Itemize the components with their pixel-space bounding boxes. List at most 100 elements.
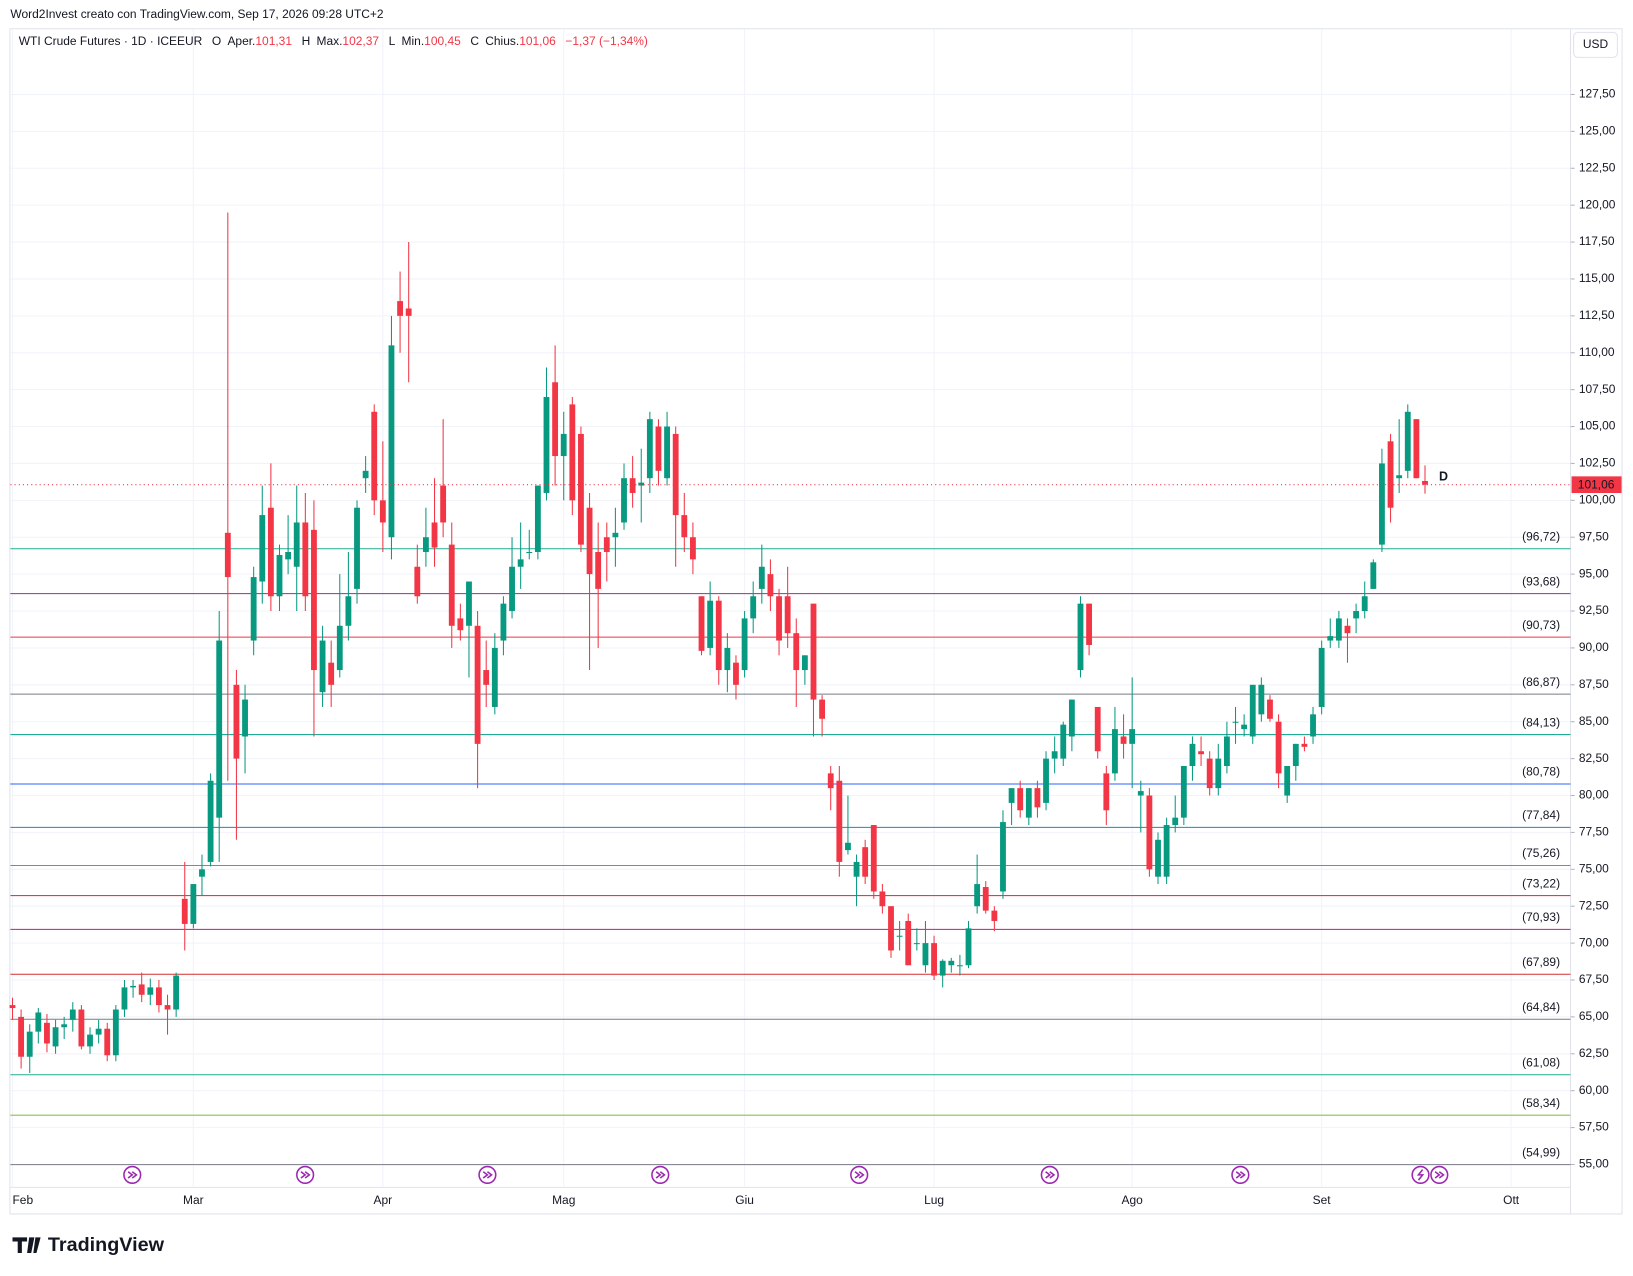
- candle-body: [44, 1022, 50, 1044]
- last-price-box: [1571, 476, 1622, 494]
- event-icon[interactable]: [478, 1165, 497, 1184]
- y-tick-label: 57,50: [1579, 1120, 1609, 1134]
- currency-button[interactable]: [1573, 31, 1618, 58]
- candle-body: [1258, 684, 1265, 715]
- candle-body: [698, 596, 705, 651]
- event-icon[interactable]: [1430, 1165, 1449, 1184]
- candle-body: [664, 426, 670, 479]
- level-label: (96,72): [1522, 529, 1560, 543]
- level-label: (86,87): [1522, 675, 1560, 689]
- y-tick-label: 90,00: [1579, 640, 1609, 654]
- candle-body: [457, 618, 464, 631]
- candle-body: [431, 522, 438, 548]
- candle-body: [793, 633, 800, 671]
- y-tick-label: 77,50: [1579, 825, 1609, 839]
- candle-body: [1034, 788, 1041, 808]
- candle-body: [293, 522, 300, 567]
- candle-body: [78, 1009, 85, 1047]
- chart-frame: [9, 28, 1623, 1215]
- event-icon[interactable]: [296, 1165, 315, 1184]
- candle-body: [741, 618, 748, 671]
- candle-body: [810, 603, 817, 700]
- candle-body: [1163, 825, 1170, 877]
- currency[interactable]: USD: [1583, 37, 1609, 51]
- candle-body: [1189, 743, 1196, 766]
- candle-body: [1008, 788, 1015, 803]
- candle-body: [302, 522, 309, 597]
- candle-body: [681, 515, 688, 538]
- dividend-marker[interactable]: D: [1439, 469, 1448, 483]
- candle-body: [707, 600, 714, 648]
- candle-body: [1180, 765, 1187, 818]
- candle-body: [1310, 714, 1316, 737]
- legend-value: 101,06: [519, 34, 556, 48]
- candle-body: [801, 655, 808, 671]
- candle-body: [1068, 699, 1075, 737]
- candle-body: [931, 943, 937, 976]
- legend: WTI Crude Futures · 1D · ICEEUR O Aper.10…: [19, 34, 648, 48]
- candle-body: [448, 544, 455, 626]
- candle-body: [715, 600, 722, 671]
- x-tick-label: Set: [1313, 1193, 1332, 1207]
- candle-body: [922, 943, 929, 966]
- candle-body: [845, 842, 851, 851]
- candle-body: [1267, 699, 1273, 719]
- candle-body: [905, 920, 912, 966]
- candle-body: [819, 699, 826, 719]
- y-tick-label: 92,50: [1579, 603, 1609, 617]
- candle-body: [750, 596, 757, 619]
- y-tick-label: 70,00: [1579, 935, 1609, 949]
- y-tick-label: 105,00: [1579, 419, 1616, 433]
- candle-body: [758, 566, 765, 589]
- legend-key: C: [470, 34, 479, 48]
- candle-body: [853, 861, 860, 877]
- candle-body: [69, 1009, 76, 1020]
- y-tick-label: 127,50: [1579, 87, 1616, 101]
- candle-body: [155, 987, 162, 1006]
- candle-body: [638, 482, 645, 486]
- candle-body: [242, 699, 248, 737]
- candle-body: [1094, 706, 1101, 752]
- candle-body: [164, 1005, 171, 1010]
- y-tick-label: 55,00: [1579, 1157, 1609, 1171]
- event-icon[interactable]: [1040, 1165, 1059, 1184]
- candle-body: [52, 1027, 59, 1047]
- legend-name: Max.: [316, 34, 342, 48]
- y-tick-label: 100,00: [1579, 492, 1616, 506]
- event-icon[interactable]: [123, 1165, 142, 1184]
- candle-body: [913, 943, 920, 945]
- event-icon[interactable]: [1411, 1165, 1430, 1184]
- y-tick-label: 97,50: [1579, 529, 1609, 543]
- candle-body: [1370, 562, 1377, 589]
- y-tick-label: 85,00: [1579, 714, 1609, 728]
- candle-body: [1129, 729, 1136, 744]
- candle-body: [836, 780, 843, 862]
- candle-body: [767, 574, 774, 597]
- candle-body: [328, 662, 335, 685]
- y-tick-label: 115,00: [1579, 271, 1615, 285]
- candle-body: [612, 532, 619, 538]
- candle-body: [276, 554, 283, 597]
- candle-body: [1077, 603, 1084, 671]
- event-icon[interactable]: [651, 1165, 670, 1184]
- x-tick-label: Ott: [1503, 1193, 1520, 1207]
- candle-body: [138, 984, 145, 995]
- y-tick-label: 87,50: [1579, 677, 1609, 691]
- candle-body: [982, 887, 989, 911]
- legend-key: L: [389, 34, 396, 48]
- event-icon[interactable]: [1231, 1165, 1250, 1184]
- candle-body: [414, 566, 421, 597]
- candle-body: [267, 507, 274, 597]
- event-icon[interactable]: [850, 1165, 869, 1184]
- y-tick-label: 110,00: [1579, 345, 1615, 359]
- candle-body: [1232, 721, 1239, 723]
- symbol-title: WTI Crude Futures · 1D · ICEEUR: [19, 34, 203, 48]
- candle-body: [112, 1009, 119, 1056]
- candle-body: [689, 537, 696, 560]
- candle-body: [1241, 724, 1248, 730]
- candle-body: [397, 301, 403, 316]
- x-tick-label: Mag: [552, 1193, 575, 1207]
- level-label: (93,68): [1522, 574, 1560, 588]
- candle-body: [543, 397, 550, 493]
